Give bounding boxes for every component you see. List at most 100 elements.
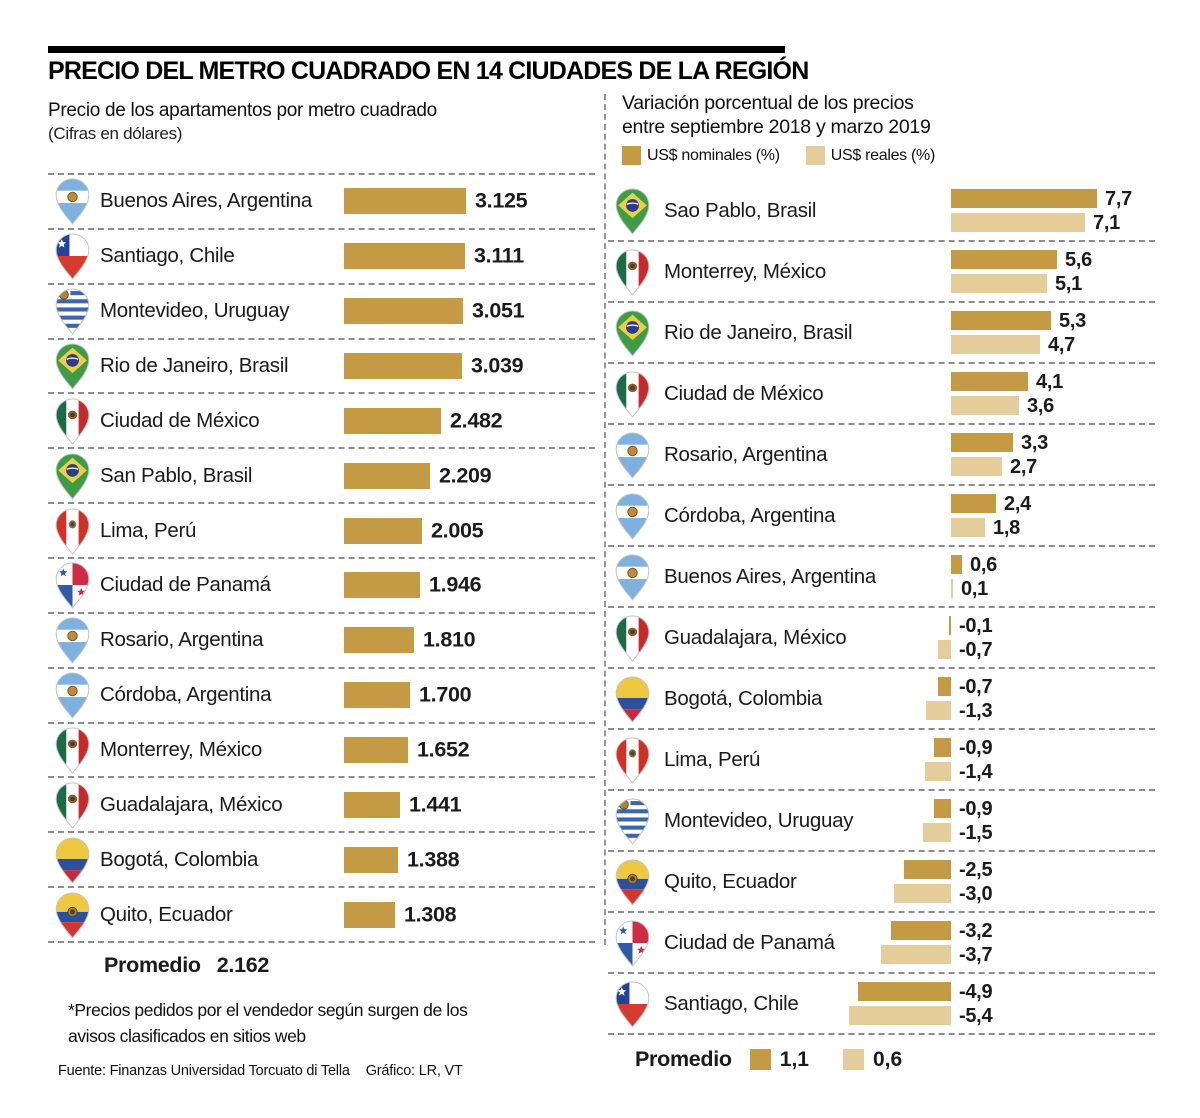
real-value: -3,0 [959, 883, 993, 905]
city-label: Monterrey, México [100, 738, 262, 762]
brazil-flag-pin-icon [615, 310, 650, 356]
price-value: 1.441 [409, 792, 462, 817]
argentina-flag-pin-icon [55, 672, 90, 719]
city-label: Rosario, Argentina [664, 442, 828, 466]
price-value: 3.125 [475, 188, 528, 213]
variation-row: Buenos Aires, Argentina 0,6 0,1 [608, 547, 1155, 608]
price-value: 1.652 [417, 737, 470, 762]
variation-row: Quito, Ecuador -2,5 -3,0 [608, 852, 1155, 913]
price-row: Rosario, Argentina 1.810 [48, 611, 595, 667]
uruguay-flag-pin-icon [55, 288, 90, 335]
variation-row: Córdoba, Argentina 2,4 1,8 [608, 486, 1155, 547]
average-swatch-real [842, 1049, 864, 1070]
price-row: Ciudad de Panamá 1.946 [48, 557, 595, 612]
city-label: Ciudad de Panamá [664, 930, 835, 954]
city-label: Montevideo, Uruguay [664, 808, 854, 832]
real-value: 5,1 [1055, 273, 1082, 295]
nominal-value: -0,1 [959, 615, 993, 637]
colombia-flag-pin-icon [615, 676, 650, 722]
left-average: Promedio 2.162 [104, 953, 269, 978]
nominal-bar [951, 555, 962, 574]
nominal-value: 3,3 [1021, 432, 1048, 454]
variation-row: Ciudad de Panamá -3,2 -3,7 [608, 913, 1155, 974]
price-bar [344, 243, 465, 270]
price-value: 1.946 [429, 572, 482, 597]
argentina-flag-pin-icon [615, 493, 650, 539]
city-label: Córdoba, Argentina [664, 503, 836, 527]
page-title: PRECIO DEL METRO CUADRADO EN 14 CIUDADES… [48, 57, 809, 85]
real-value: -0,7 [959, 639, 993, 661]
argentina-flag-pin-icon [55, 617, 90, 664]
peru-flag-pin-icon [55, 508, 90, 555]
city-label: Rio de Janeiro, Brasil [664, 320, 853, 344]
price-bar [344, 737, 408, 764]
price-value: 2.209 [439, 463, 492, 488]
price-bar [344, 462, 430, 489]
brazil-flag-pin-icon [55, 343, 90, 390]
real-value: 3,6 [1027, 395, 1054, 417]
real-bar [951, 518, 985, 537]
panel-divider [604, 94, 606, 945]
nominal-value: 4,1 [1036, 371, 1063, 393]
nominal-value: 0,6 [970, 554, 997, 576]
mexico-flag-pin-icon [55, 727, 90, 774]
price-variation-chart: Sao Pablo, Brasil 7,7 7,1 Monterrey, México… [608, 181, 1155, 1035]
price-value: 3.039 [471, 353, 524, 378]
real-bar [951, 335, 1040, 354]
real-value: 2,7 [1010, 456, 1037, 478]
left-chart-subtitle: (Cifras en dólares) [48, 124, 183, 143]
real-bar [925, 762, 951, 781]
real-value: 0,1 [961, 578, 988, 600]
real-bar [923, 823, 951, 842]
nominal-bar [949, 616, 951, 635]
variation-row: Rosario, Argentina 3,3 2,7 [608, 425, 1155, 486]
price-bar [344, 627, 414, 654]
nominal-value: 7,7 [1105, 188, 1132, 210]
city-label: Buenos Aires, Argentina [100, 189, 312, 213]
real-bar [938, 640, 951, 659]
city-label: Santiago, Chile [664, 991, 799, 1015]
nominal-value: -2,5 [959, 859, 993, 881]
brazil-flag-pin-icon [55, 453, 90, 500]
nominal-bar [938, 677, 951, 696]
panama-flag-pin-icon [615, 920, 650, 966]
ecuador-flag-pin-icon [55, 892, 90, 939]
chile-flag-pin-icon [615, 981, 650, 1027]
nominal-bar [951, 433, 1013, 452]
price-row: Ciudad de México 2.482 [48, 392, 595, 447]
city-label: Quito, Ecuador [664, 869, 797, 893]
real-bar [951, 213, 1085, 232]
variation-row: Sao Pablo, Brasil 7,7 7,1 [608, 181, 1155, 242]
price-value: 3.051 [472, 298, 525, 323]
argentina-flag-pin-icon [55, 178, 90, 225]
price-row: San Pablo, Brasil 2.209 [48, 447, 595, 502]
price-row: Santiago, Chile 3.111 [48, 227, 595, 283]
city-label: Rosario, Argentina [100, 628, 264, 652]
credit-text: Gráfico: LR, VT [365, 1063, 463, 1079]
price-row: Bogotá, Colombia 1.388 [48, 831, 595, 886]
city-label: Santiago, Chile [100, 244, 235, 268]
variation-row: Guadalajara, México -0,1 -0,7 [608, 608, 1155, 669]
city-label: Bogotá, Colombia [100, 847, 259, 871]
mexico-flag-pin-icon [55, 398, 90, 445]
city-label: Guadalajara, México [664, 625, 847, 649]
nominal-value: -4,9 [959, 981, 993, 1003]
city-label: Ciudad de México [664, 381, 824, 405]
argentina-flag-pin-icon [615, 554, 650, 600]
legend-swatch-real [805, 146, 825, 165]
mexico-flag-pin-icon [615, 249, 650, 295]
left-average-label: Promedio [104, 953, 201, 977]
left-average-value: 2.162 [216, 953, 270, 977]
price-value: 2.005 [431, 518, 484, 543]
colombia-flag-pin-icon [55, 837, 90, 884]
price-bar [344, 901, 395, 928]
real-bar [951, 396, 1019, 415]
price-bar [344, 298, 463, 325]
price-value: 1.388 [407, 847, 460, 872]
real-bar [926, 701, 951, 720]
nominal-bar [951, 189, 1097, 208]
real-value: -1,5 [959, 822, 993, 844]
nominal-bar [951, 250, 1057, 269]
nominal-value: 2,4 [1004, 493, 1031, 515]
